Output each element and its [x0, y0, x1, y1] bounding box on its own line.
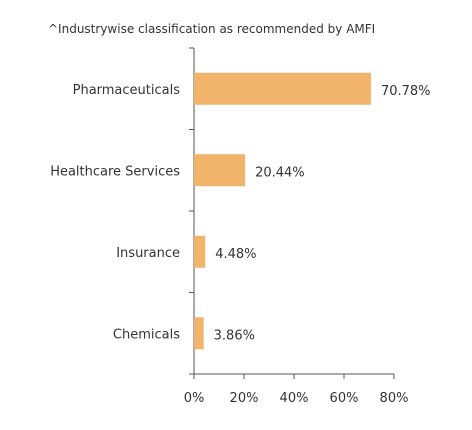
data-label: 70.78%: [381, 84, 431, 99]
bar: [194, 235, 206, 268]
data-label: 4.48%: [215, 247, 256, 262]
x-tick-label: 20%: [230, 391, 259, 406]
x-tick-label: 40%: [280, 391, 309, 406]
category-label: Healthcare Services: [50, 164, 180, 179]
chart-footnote: ^Industrywise classification as recommen…: [48, 22, 376, 36]
x-tick-label: 0%: [184, 391, 205, 406]
bar: [194, 72, 371, 105]
x-tick-label: 80%: [380, 391, 409, 406]
x-tick-label: 60%: [330, 391, 359, 406]
bar: [194, 154, 246, 187]
bar: [194, 317, 204, 350]
category-label: Chemicals: [113, 327, 180, 342]
data-label: 3.86%: [214, 328, 255, 343]
category-label: Pharmaceuticals: [73, 83, 181, 98]
data-label: 20.44%: [255, 165, 305, 180]
category-label: Insurance: [116, 246, 180, 261]
